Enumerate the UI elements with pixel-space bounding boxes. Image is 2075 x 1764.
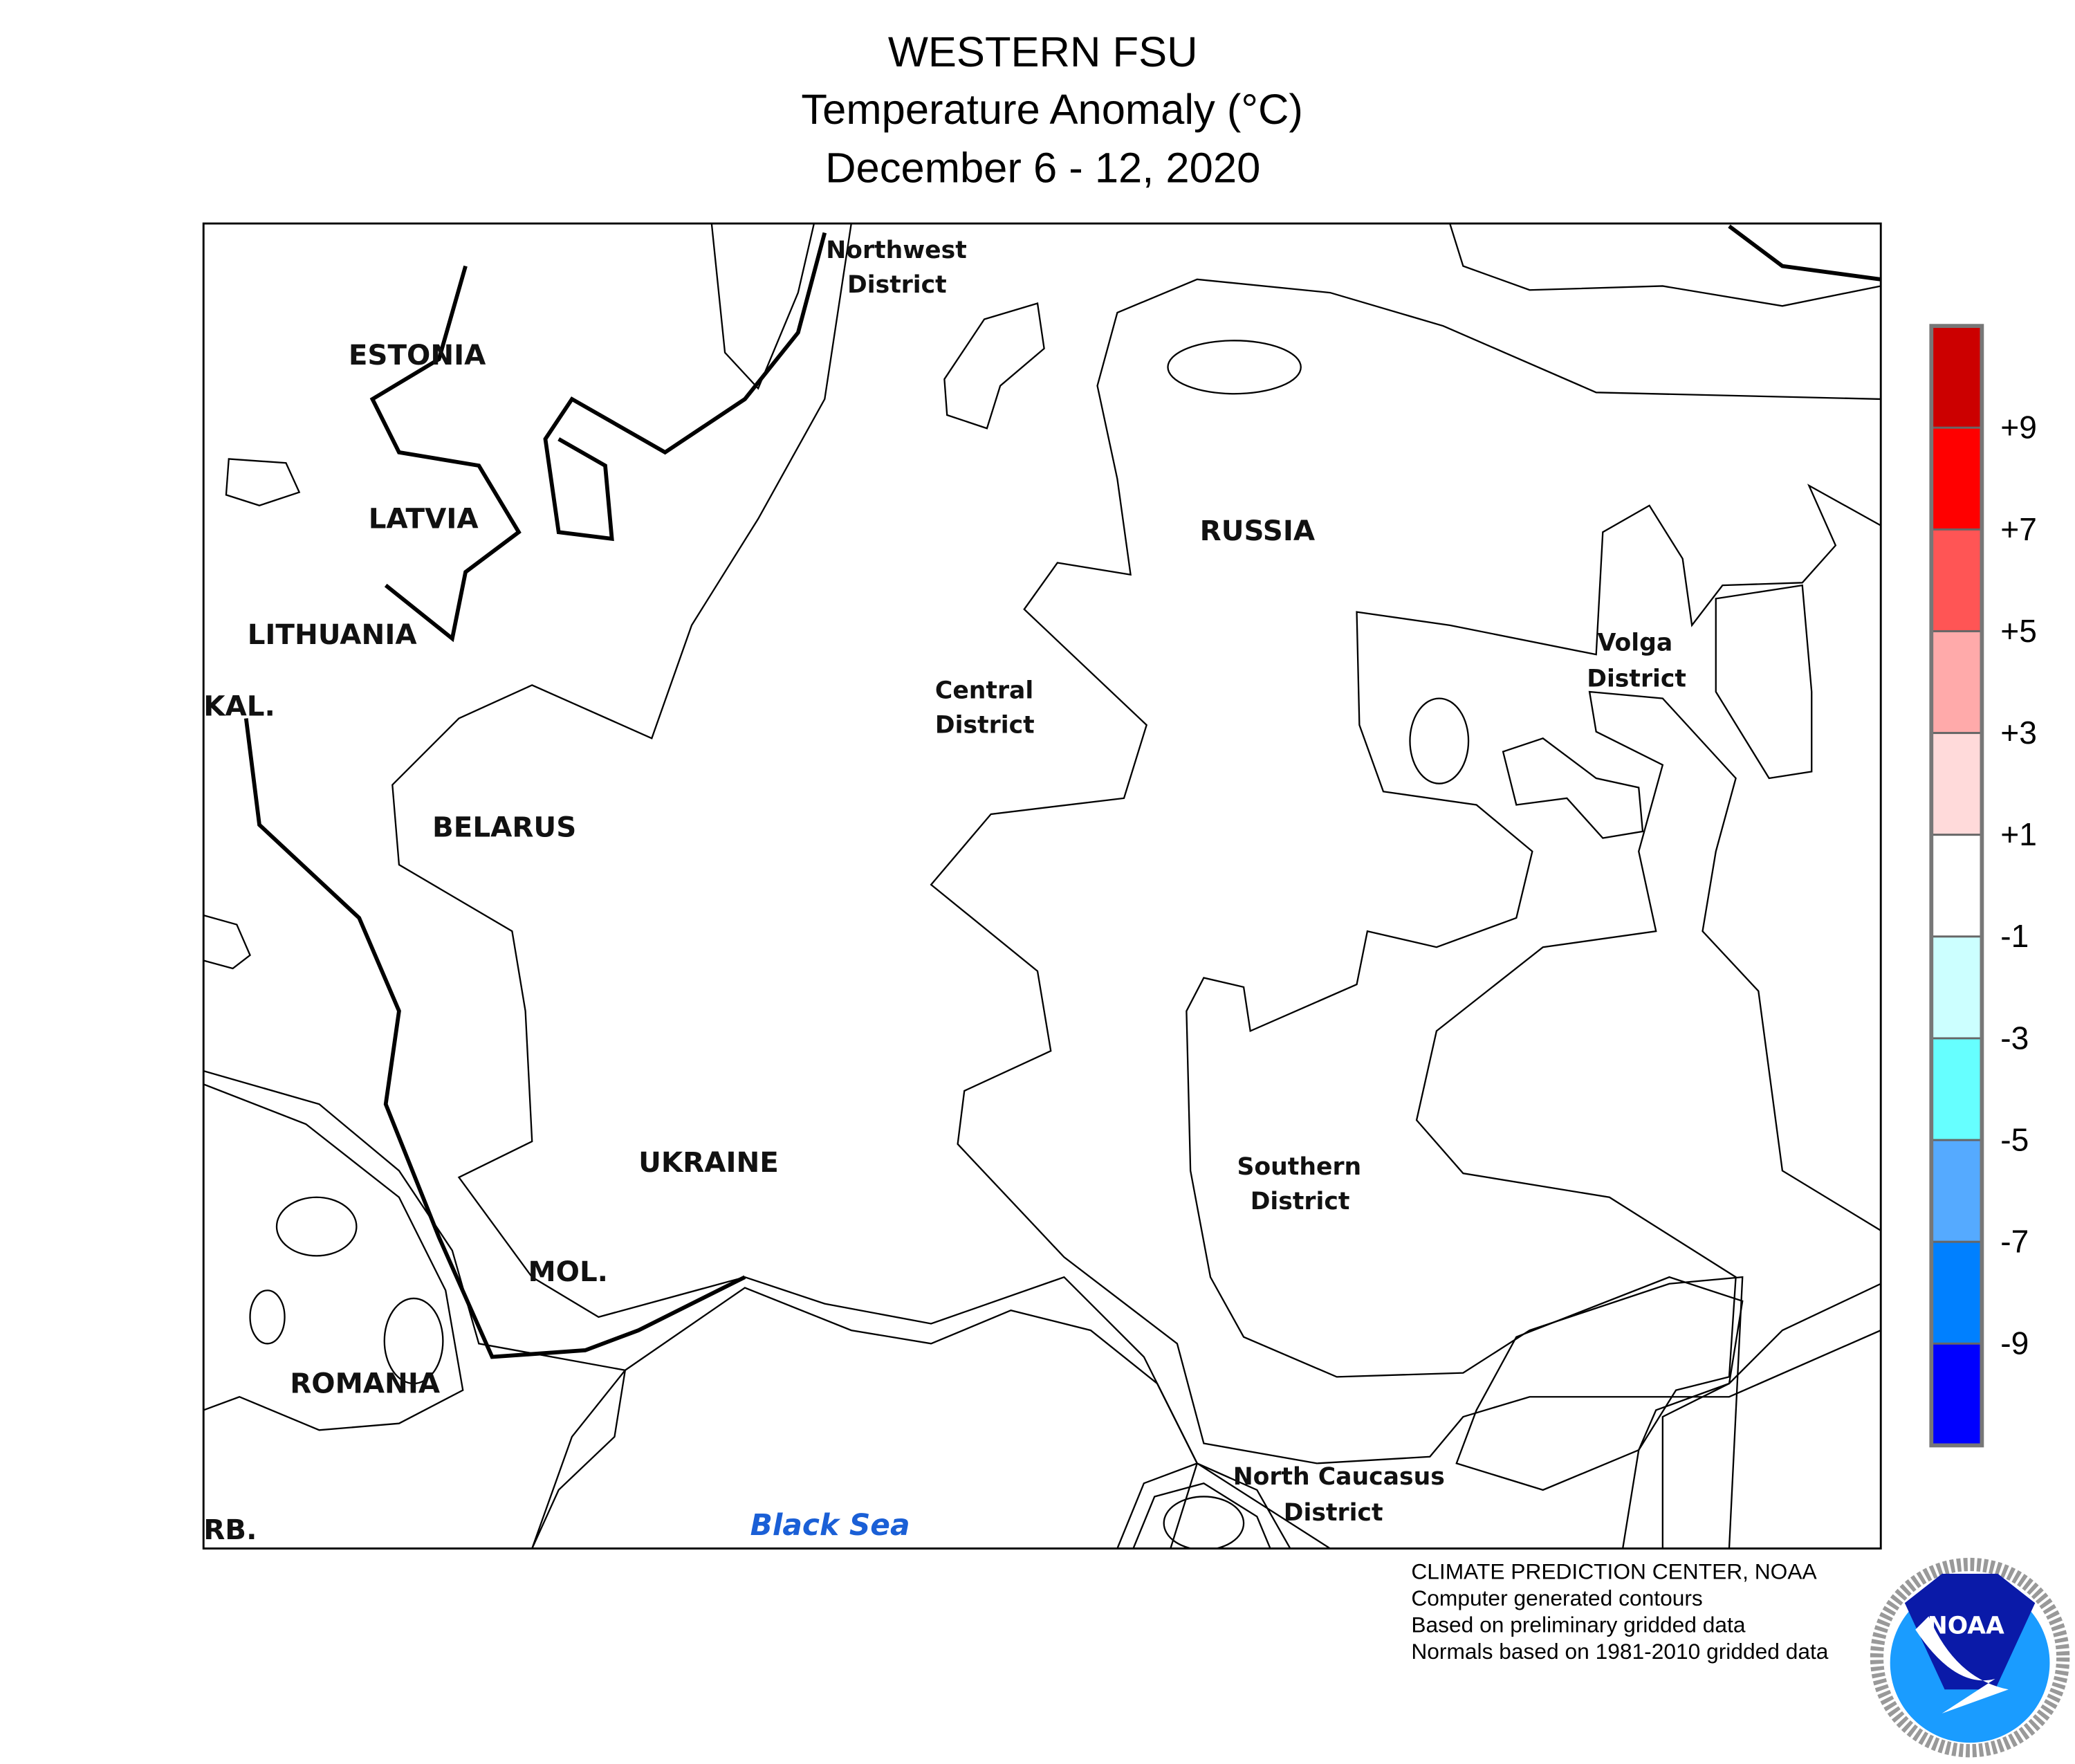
colorbar-legend: +9 +7 +5 +3 +1 -1 -3 -5 -7 -9 xyxy=(1929,324,2037,1448)
colorbar-tick-label: +9 xyxy=(2000,410,2037,445)
footer-note-contours: Computer generated contours xyxy=(1411,1586,1702,1610)
colorbar-swatch xyxy=(1930,935,1983,1040)
noaa-logo-text: NOAA xyxy=(1928,1613,2004,1640)
colorbar-tick-label: +7 xyxy=(2000,511,2037,547)
colorbar-swatch xyxy=(1930,528,1983,632)
shade-minus3-5-north xyxy=(943,302,1045,430)
colorbar-swatch xyxy=(1930,1037,1983,1141)
shade-plus3-5-caucasus xyxy=(1132,1482,1271,1549)
label-ukraine: UKRAINE xyxy=(638,1146,779,1179)
shade-minus5-7 xyxy=(1186,484,1881,1549)
colorbar-swatch xyxy=(1930,630,1983,735)
title-region: WESTERN FSU xyxy=(888,28,1198,76)
label-estonia: ESTONIA xyxy=(349,339,486,371)
shade-minus3-5-volga xyxy=(1502,737,1644,839)
shade-plus1-3-west xyxy=(203,914,251,970)
label-serbia: RB. xyxy=(203,1514,257,1546)
colorbar-frame xyxy=(1929,324,1984,1448)
shade-minus3-5-east xyxy=(1715,584,1813,780)
title-date: December 6 - 12, 2020 xyxy=(825,144,1260,192)
label-russia: RUSSIA xyxy=(1200,515,1316,547)
noaa-logo: NOAA xyxy=(1870,1557,2070,1758)
colorbar-swatch xyxy=(1930,324,1983,429)
footer-credit: CLIMATE PREDICTION CENTER, NOAA xyxy=(1411,1559,1817,1584)
shade-plus1-3-caucasus xyxy=(1116,1462,1291,1549)
sea-of-azov xyxy=(1455,1276,1744,1491)
colorbar-swatch xyxy=(1930,834,1983,938)
label-north-caucasus-district-2: District xyxy=(1284,1499,1383,1527)
shade-below-minus9 xyxy=(1661,1283,1881,1549)
footer-note-data: Based on preliminary gridded data xyxy=(1411,1613,1745,1637)
shade-neutral-ne xyxy=(1448,223,1881,307)
label-central-district: Central xyxy=(935,677,1033,705)
label-latvia: LATVIA xyxy=(369,502,479,535)
shade-plus5-7 xyxy=(383,1297,444,1385)
label-volga-district: Volga xyxy=(1598,629,1673,656)
shade-minus3-5 xyxy=(930,278,1881,1464)
label-northwest-district-2: District xyxy=(847,271,947,299)
label-northwest-district: Northwest xyxy=(826,237,967,264)
colorbar-swatch xyxy=(1930,732,1983,836)
colorbar-swatch xyxy=(1930,1342,1983,1446)
colorbar-tick-label: -9 xyxy=(2000,1325,2029,1361)
colorbar-tick-label: +5 xyxy=(2000,613,2037,649)
colorbar-swatch xyxy=(1930,426,1983,531)
shade-minus1-3-baltic xyxy=(225,458,301,506)
footer-note-normals: Normals based on 1981-2010 gridded data xyxy=(1411,1639,1828,1664)
label-moldova: MOL. xyxy=(528,1256,608,1288)
colorbar-tick-label: -7 xyxy=(2000,1224,2029,1260)
label-southern-district: Southern xyxy=(1237,1153,1361,1181)
label-central-district-2: District xyxy=(935,712,1035,739)
colorbar-tick-label: -1 xyxy=(2000,918,2029,954)
shade-minus7-9 xyxy=(1415,690,1881,1549)
black-sea-area xyxy=(531,1287,1199,1549)
label-kaliningrad: KAL. xyxy=(203,690,275,723)
shade-plus5-7 xyxy=(249,1289,286,1345)
colorbar-tick-label: +1 xyxy=(2000,816,2037,852)
colorbar-swatch xyxy=(1930,1240,1983,1345)
colorbar-swatch xyxy=(1930,1139,1983,1243)
label-black-sea: Black Sea xyxy=(750,1508,910,1542)
shade-minus7-9-volga xyxy=(1409,697,1470,784)
label-north-caucasus-district: North Caucasus xyxy=(1233,1463,1445,1491)
map-panel: ESTONIA LATVIA LITHUANIA KAL. BELARUS UK… xyxy=(202,222,1882,1550)
shade-minus5-7-north xyxy=(1167,340,1302,395)
shade-plus1-3-top xyxy=(710,223,815,390)
label-southern-district-2: District xyxy=(1251,1188,1350,1215)
shade-plus5-7 xyxy=(1163,1496,1245,1549)
label-volga-district-2: District xyxy=(1587,665,1686,692)
colorbar-tick-label: -3 xyxy=(2000,1020,2029,1056)
label-romania: ROMANIA xyxy=(290,1367,441,1399)
label-lithuania: LITHUANIA xyxy=(248,618,418,651)
title-variable: Temperature Anomaly (°C) xyxy=(801,86,1302,134)
colorbar-tick-label: -5 xyxy=(2000,1121,2029,1157)
colorbar-tick-label: +3 xyxy=(2000,715,2037,751)
label-belarus: BELARUS xyxy=(432,811,576,844)
shade-plus5-7 xyxy=(275,1196,358,1257)
shade-plus3-5 xyxy=(203,1083,464,1431)
map-frame xyxy=(202,222,1882,1550)
